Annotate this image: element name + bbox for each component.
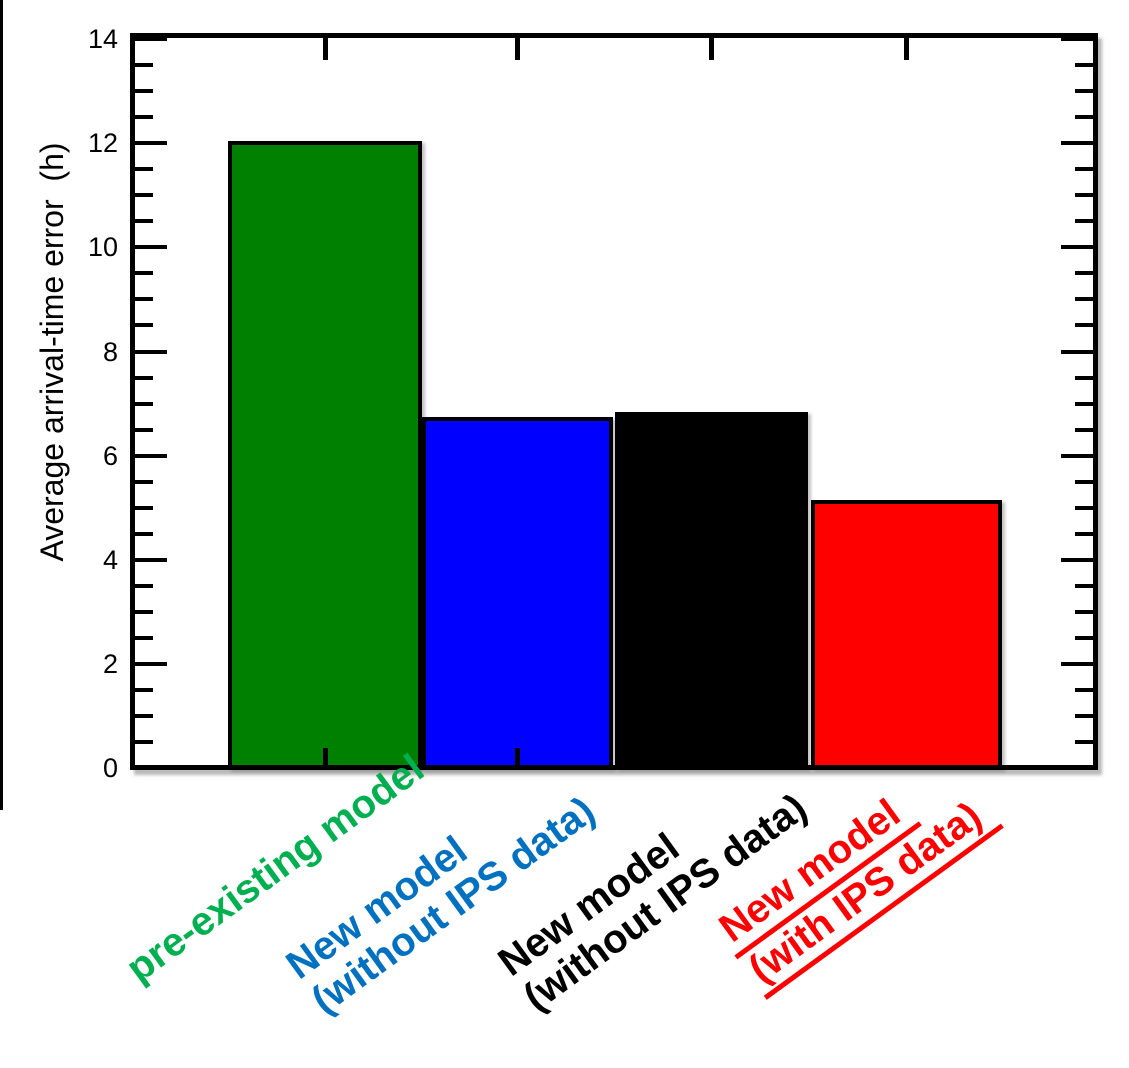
y-minor-tick-right [1075, 297, 1093, 301]
y-tick-label: 12 [87, 128, 118, 158]
y-major-tick-left [135, 766, 167, 770]
y-minor-tick-right [1075, 402, 1093, 406]
y-minor-tick-left [135, 89, 153, 93]
y-minor-tick-left [135, 532, 153, 536]
y-minor-tick-left [135, 402, 153, 406]
y-axis-title: Average arrival-time error (h) [34, 142, 70, 562]
y-minor-tick-right [1075, 610, 1093, 614]
y-minor-tick-left [135, 584, 153, 588]
y-minor-tick-right [1075, 636, 1093, 640]
y-major-tick-right [1061, 662, 1093, 666]
y-minor-tick-right [1075, 532, 1093, 536]
y-minor-tick-left [135, 167, 153, 171]
y-minor-tick-right [1075, 89, 1093, 93]
y-minor-tick-right [1075, 480, 1093, 484]
y-minor-tick-left [135, 297, 153, 301]
y-major-tick-left [135, 245, 167, 249]
y-minor-tick-left [135, 63, 153, 67]
screenshot-edge-artifact [0, 0, 3, 810]
y-major-tick-right [1061, 766, 1093, 770]
x-bottom-tick [322, 748, 328, 765]
y-minor-tick-right [1075, 323, 1093, 327]
y-minor-tick-left [135, 323, 153, 327]
y-tick-label: 4 [102, 545, 118, 575]
y-major-tick-right [1061, 245, 1093, 249]
y-minor-tick-right [1075, 584, 1093, 588]
y-tick-label: 10 [87, 232, 118, 262]
y-minor-tick-left [135, 193, 153, 197]
y-minor-tick-right [1075, 193, 1093, 197]
x-bottom-tick [515, 748, 520, 765]
y-tick-label: 6 [102, 441, 118, 471]
y-tick-label: 2 [102, 649, 118, 679]
x-top-tick [904, 38, 909, 60]
bar-2 [422, 417, 613, 770]
y-minor-tick-left [135, 714, 153, 718]
y-tick-label: 8 [102, 337, 118, 367]
y-major-tick-left [135, 350, 167, 354]
y-major-tick-right [1061, 350, 1093, 354]
y-minor-tick-right [1075, 376, 1093, 380]
y-minor-tick-left [135, 740, 153, 744]
y-minor-tick-right [1075, 219, 1093, 223]
y-minor-tick-right [1075, 271, 1093, 275]
y-major-tick-right [1061, 37, 1093, 41]
y-minor-tick-left [135, 610, 153, 614]
y-major-tick-right [1061, 558, 1093, 562]
y-minor-tick-right [1075, 506, 1093, 510]
y-tick-label: 14 [87, 24, 118, 54]
y-minor-tick-right [1075, 714, 1093, 718]
y-minor-tick-left [135, 506, 153, 510]
y-major-tick-left [135, 558, 167, 562]
y-minor-tick-right [1075, 167, 1093, 171]
y-minor-tick-right [1075, 63, 1093, 67]
y-minor-tick-right [1075, 688, 1093, 692]
y-major-tick-left [135, 662, 167, 666]
x-top-tick [322, 38, 328, 60]
y-major-tick-right [1061, 454, 1093, 458]
y-minor-tick-left [135, 271, 153, 275]
y-minor-tick-left [135, 428, 153, 432]
y-major-tick-right [1061, 141, 1093, 145]
y-major-tick-left [135, 141, 167, 145]
bar-4 [811, 500, 1002, 770]
y-minor-tick-right [1075, 115, 1093, 119]
bar-1 [228, 141, 422, 770]
x-top-tick [515, 38, 520, 60]
y-minor-tick-left [135, 376, 153, 380]
plot-frame [130, 33, 1098, 770]
y-minor-tick-left [135, 219, 153, 223]
y-minor-tick-left [135, 688, 153, 692]
y-minor-tick-right [1075, 428, 1093, 432]
y-minor-tick-left [135, 115, 153, 119]
y-minor-tick-left [135, 480, 153, 484]
x-top-tick [709, 38, 714, 60]
y-minor-tick-right [1075, 740, 1093, 744]
y-tick-label: 0 [102, 753, 118, 783]
y-minor-tick-left [135, 636, 153, 640]
y-major-tick-left [135, 37, 167, 41]
y-major-tick-left [135, 454, 167, 458]
